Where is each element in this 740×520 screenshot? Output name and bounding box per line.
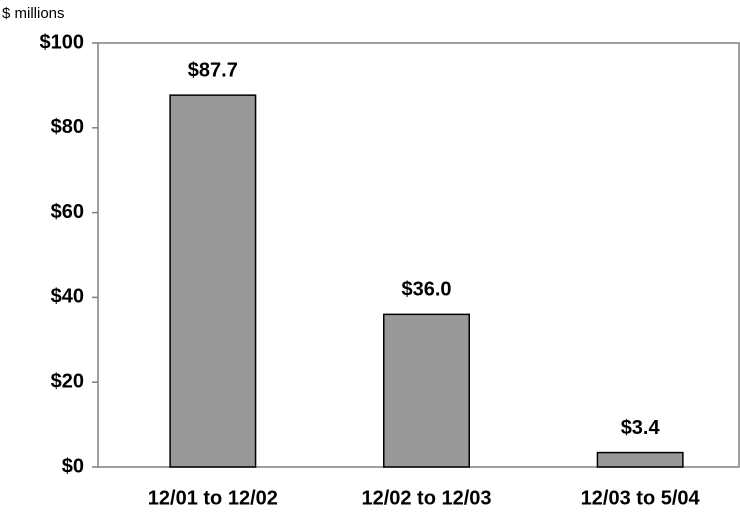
bar <box>383 313 470 468</box>
x-tick-label: 12/02 to 12/03 <box>361 487 491 509</box>
y-tick-label: $100 <box>40 31 85 53</box>
x-tick-label: 12/01 to 12/02 <box>148 487 278 509</box>
y-tick-label: $0 <box>62 455 84 477</box>
y-tick-label: $20 <box>51 370 84 392</box>
bar <box>169 94 257 468</box>
value-label: $87.7 <box>188 59 238 81</box>
y-axis-label: $ millions <box>2 5 65 22</box>
x-tick-label: 12/03 to 5/04 <box>581 487 701 509</box>
value-label: $3.4 <box>621 417 661 439</box>
y-tick-label: $80 <box>51 116 84 138</box>
y-tick-label: $40 <box>51 286 84 308</box>
bar <box>596 451 684 468</box>
value-label: $36.0 <box>401 279 451 301</box>
y-tick-label: $60 <box>51 201 84 223</box>
